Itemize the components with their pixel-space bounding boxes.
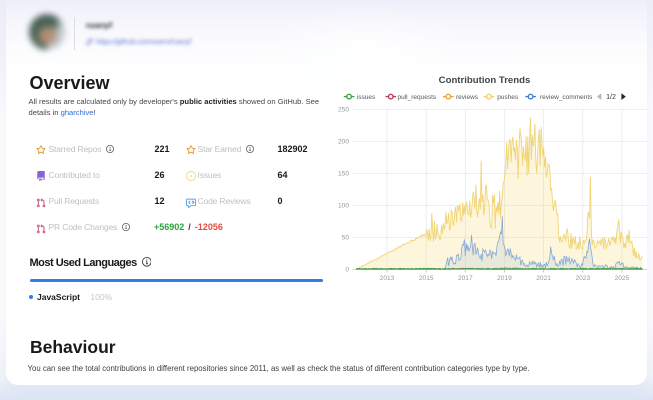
svg-text:50: 50 — [342, 235, 350, 242]
svg-text:issues: issues — [357, 94, 376, 101]
svg-text:250: 250 — [338, 107, 349, 114]
svg-text:2015: 2015 — [419, 275, 434, 282]
svg-text:100: 100 — [338, 203, 349, 210]
svg-text:2019: 2019 — [497, 275, 512, 282]
svg-text:pull_requests: pull_requests — [398, 94, 437, 101]
svg-text:1/2: 1/2 — [606, 94, 616, 101]
svg-text:review_comments: review_comments — [540, 94, 593, 101]
svg-text:0: 0 — [345, 267, 349, 274]
svg-text:2023: 2023 — [575, 275, 590, 282]
svg-text:2021: 2021 — [536, 275, 551, 282]
svg-text:pushes: pushes — [497, 94, 519, 101]
svg-text:2025: 2025 — [615, 275, 630, 282]
svg-text:2013: 2013 — [380, 275, 395, 282]
svg-text:reviews: reviews — [456, 94, 479, 101]
svg-text:150: 150 — [338, 171, 349, 178]
svg-text:2017: 2017 — [458, 275, 473, 282]
svg-text:200: 200 — [338, 139, 349, 146]
